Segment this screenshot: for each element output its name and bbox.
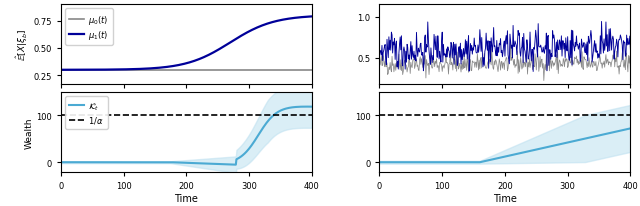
$\mathcal{K}_t$ — [147, 161, 155, 164]
X-axis label: Time: Time — [493, 193, 517, 203]
$\mu_0(t)$ — [308, 69, 316, 72]
$\mathcal{K}_t$ — [308, 106, 316, 108]
$\mathcal{K}_t$ — [183, 162, 191, 164]
$\mu_1(t)$ — [308, 16, 316, 19]
$\mu_0(t)$ — [90, 69, 97, 72]
$\mu_0(t)$ — [241, 69, 248, 72]
$\mu_0(t)$ — [57, 69, 65, 72]
$\mathcal{K}_t$ — [303, 106, 310, 108]
$\mathcal{K}_t$ — [217, 163, 225, 166]
$1/\alpha$ — [57, 115, 65, 117]
$\mu_1(t)$ — [183, 63, 191, 65]
Y-axis label: $\hat{\mathbb{E}}[X|\xi_b]$: $\hat{\mathbb{E}}[X|\xi_b]$ — [15, 29, 31, 61]
$1/\alpha$ — [58, 115, 65, 117]
$\mathcal{K}_t$ — [232, 164, 239, 166]
$\mu_0(t)$ — [195, 69, 202, 72]
$\mathcal{K}_t$ — [241, 152, 249, 154]
$\mu_0(t)$ — [183, 69, 191, 72]
Legend: $\mathcal{K}_t$, $1/\alpha$: $\mathcal{K}_t$, $1/\alpha$ — [65, 97, 108, 129]
$\mu_1(t)$ — [241, 33, 248, 36]
$\mathcal{K}_t$ — [57, 161, 65, 164]
$\mu_1(t)$ — [57, 69, 65, 72]
$\mu_1(t)$ — [217, 48, 225, 50]
Y-axis label: Wealth: Wealth — [24, 117, 33, 148]
Legend: $\mu_0(t)$, $\mu_1(t)$: $\mu_0(t)$, $\mu_1(t)$ — [65, 9, 113, 46]
$\mu_1(t)$ — [90, 69, 97, 72]
$\mu_1(t)$ — [195, 59, 202, 61]
Line: $\mathcal{K}_t$: $\mathcal{K}_t$ — [61, 107, 312, 165]
X-axis label: Time: Time — [174, 193, 198, 203]
Line: $\mu_1(t)$: $\mu_1(t)$ — [61, 17, 312, 70]
$\mathcal{K}_t$ — [90, 161, 97, 164]
$\mu_0(t)$ — [147, 69, 155, 72]
$\mu_0(t)$ — [217, 69, 225, 72]
$\mathcal{K}_t$ — [195, 162, 202, 165]
$\mu_1(t)$ — [147, 68, 155, 70]
